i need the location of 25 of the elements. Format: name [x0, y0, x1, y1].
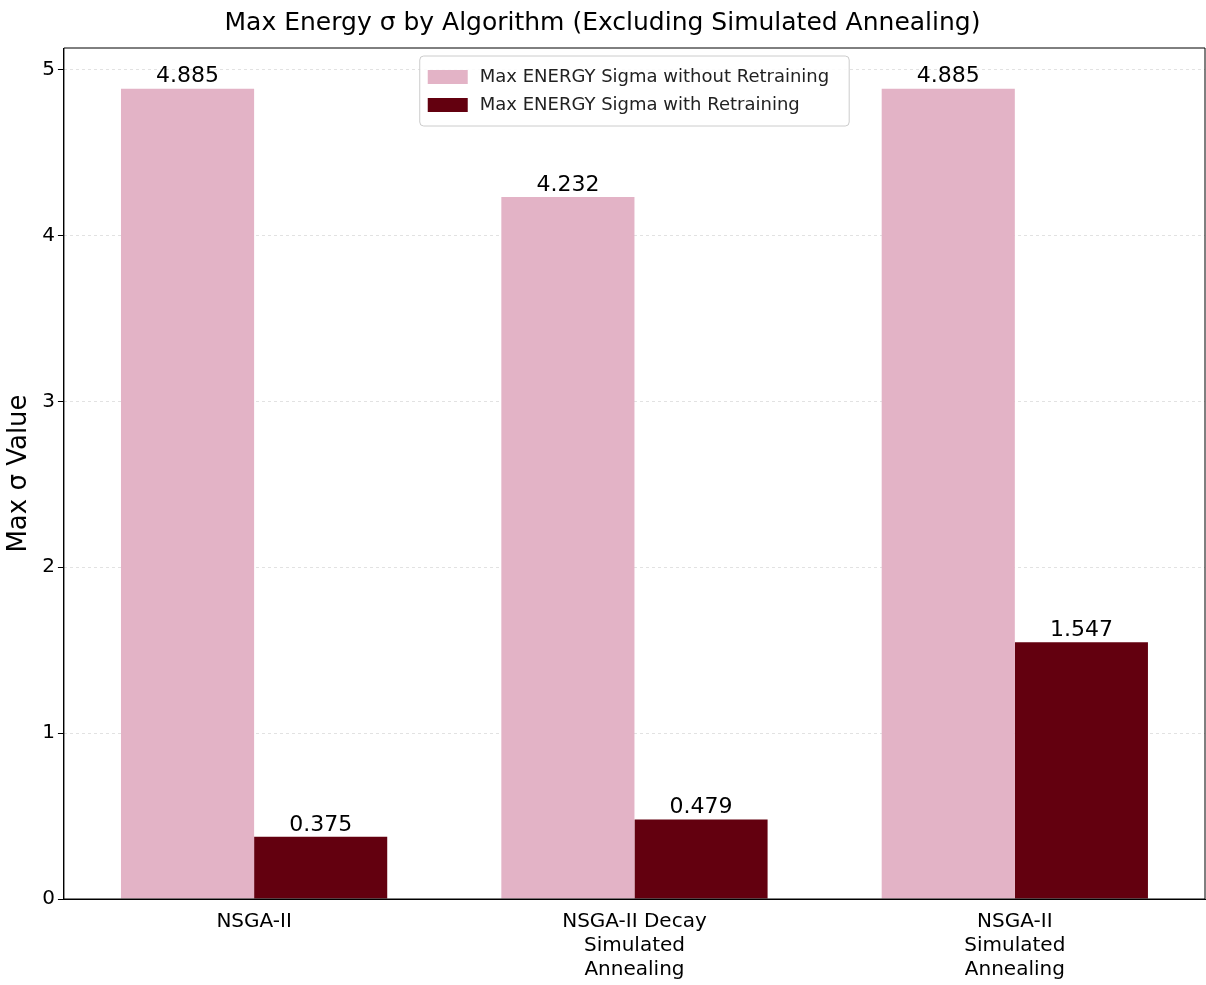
bar: [1014, 642, 1148, 899]
y-tick-label: 1: [42, 719, 55, 744]
data-label: 4.885: [916, 62, 980, 88]
y-tick-label: 0: [42, 885, 55, 910]
legend-label: Max ENERGY Sigma with Retraining: [479, 92, 800, 114]
data-label: 4.232: [536, 170, 600, 196]
data-label: 1.547: [1049, 616, 1113, 642]
chart-title: Max Energy σ by Algorithm (Excluding Simulated Annealing): [224, 6, 981, 36]
y-axis-title: Max σ Value: [2, 394, 33, 553]
bar: [501, 196, 635, 899]
bar: [120, 88, 255, 899]
data-label: 0.375: [289, 810, 353, 836]
y-tick-label: 3: [42, 387, 55, 412]
x-tick-label: NSGA-II Simulated Annealing: [964, 908, 1066, 981]
bar: [254, 836, 388, 899]
bar: [881, 88, 1015, 899]
bar: [634, 819, 768, 899]
x-tick-label: NSGA-II: [216, 908, 292, 933]
y-tick-label: 2: [42, 553, 55, 578]
y-tick-label: 4: [42, 221, 55, 246]
y-tick-label: 5: [42, 55, 55, 80]
data-label: 4.885: [156, 62, 220, 88]
x-tick-label: NSGA-II Decay Simulated Annealing: [562, 908, 707, 981]
legend-label: Max ENERGY Sigma without Retraining: [479, 64, 830, 86]
data-label: 0.479: [669, 793, 733, 819]
